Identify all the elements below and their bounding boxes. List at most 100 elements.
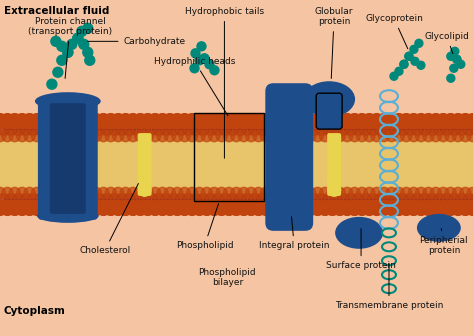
Circle shape xyxy=(116,123,128,135)
Circle shape xyxy=(63,47,73,57)
Text: Hydrophilic heads: Hydrophilic heads xyxy=(154,57,235,116)
Circle shape xyxy=(223,130,235,142)
Circle shape xyxy=(57,41,67,51)
Circle shape xyxy=(377,114,392,129)
Circle shape xyxy=(408,187,419,199)
Bar xyxy=(0,131,473,198)
Circle shape xyxy=(440,123,453,135)
Circle shape xyxy=(300,123,313,135)
Circle shape xyxy=(147,114,163,129)
Circle shape xyxy=(123,123,136,135)
Circle shape xyxy=(5,123,18,135)
Circle shape xyxy=(312,187,323,199)
Circle shape xyxy=(330,194,343,206)
Ellipse shape xyxy=(417,214,461,242)
Circle shape xyxy=(463,123,474,135)
Circle shape xyxy=(342,130,353,142)
Circle shape xyxy=(211,194,224,206)
Circle shape xyxy=(448,194,461,206)
Text: Cytoplasm: Cytoplasm xyxy=(4,306,66,316)
Circle shape xyxy=(126,200,140,215)
Circle shape xyxy=(288,114,303,129)
Circle shape xyxy=(49,194,62,206)
Circle shape xyxy=(401,130,412,142)
Circle shape xyxy=(364,130,375,142)
Circle shape xyxy=(327,130,338,142)
Circle shape xyxy=(172,187,183,199)
Circle shape xyxy=(342,187,353,199)
Circle shape xyxy=(210,66,219,75)
Text: Surface protein: Surface protein xyxy=(326,228,396,270)
Circle shape xyxy=(31,187,43,199)
Circle shape xyxy=(190,64,199,73)
Circle shape xyxy=(374,194,387,206)
Circle shape xyxy=(174,123,187,135)
Text: Glycolipid: Glycolipid xyxy=(424,32,469,54)
Circle shape xyxy=(128,187,138,199)
Circle shape xyxy=(12,194,25,206)
Circle shape xyxy=(118,200,133,215)
Circle shape xyxy=(460,187,471,199)
Circle shape xyxy=(275,187,286,199)
Circle shape xyxy=(0,200,8,215)
Circle shape xyxy=(105,187,117,199)
Circle shape xyxy=(157,187,168,199)
Circle shape xyxy=(423,130,434,142)
Circle shape xyxy=(414,200,428,215)
Circle shape xyxy=(371,130,383,142)
Circle shape xyxy=(34,194,47,206)
Circle shape xyxy=(137,123,150,135)
Circle shape xyxy=(170,114,185,129)
FancyBboxPatch shape xyxy=(327,133,341,196)
Circle shape xyxy=(440,194,453,206)
Circle shape xyxy=(103,200,118,215)
Circle shape xyxy=(111,114,126,129)
Circle shape xyxy=(79,39,89,49)
Circle shape xyxy=(9,130,20,142)
Circle shape xyxy=(174,194,187,206)
Circle shape xyxy=(430,187,441,199)
Circle shape xyxy=(453,55,461,63)
Circle shape xyxy=(2,130,13,142)
Circle shape xyxy=(450,64,458,72)
Circle shape xyxy=(61,187,72,199)
Circle shape xyxy=(260,130,272,142)
Circle shape xyxy=(83,187,94,199)
Circle shape xyxy=(371,187,383,199)
Circle shape xyxy=(226,123,239,135)
Circle shape xyxy=(237,114,251,129)
Circle shape xyxy=(191,49,200,58)
Circle shape xyxy=(201,130,212,142)
Circle shape xyxy=(197,123,210,135)
Circle shape xyxy=(194,130,205,142)
Circle shape xyxy=(177,200,192,215)
Circle shape xyxy=(367,194,379,206)
Circle shape xyxy=(177,114,192,129)
Circle shape xyxy=(68,187,80,199)
Circle shape xyxy=(355,200,369,215)
Circle shape xyxy=(251,114,266,129)
Circle shape xyxy=(0,200,15,215)
Circle shape xyxy=(399,114,414,129)
Circle shape xyxy=(160,123,173,135)
Circle shape xyxy=(113,187,124,199)
Circle shape xyxy=(470,123,474,135)
Circle shape xyxy=(2,187,13,199)
Text: Carbohydrate: Carbohydrate xyxy=(88,37,186,46)
Circle shape xyxy=(182,123,195,135)
Circle shape xyxy=(0,114,8,129)
Circle shape xyxy=(414,114,428,129)
Circle shape xyxy=(426,194,438,206)
Circle shape xyxy=(160,194,173,206)
Circle shape xyxy=(142,130,154,142)
Circle shape xyxy=(216,187,227,199)
Circle shape xyxy=(71,194,84,206)
Circle shape xyxy=(430,130,441,142)
Circle shape xyxy=(39,130,50,142)
Circle shape xyxy=(76,187,87,199)
Circle shape xyxy=(234,123,246,135)
Circle shape xyxy=(22,114,37,129)
Circle shape xyxy=(182,194,195,206)
Circle shape xyxy=(369,200,384,215)
Circle shape xyxy=(200,200,214,215)
